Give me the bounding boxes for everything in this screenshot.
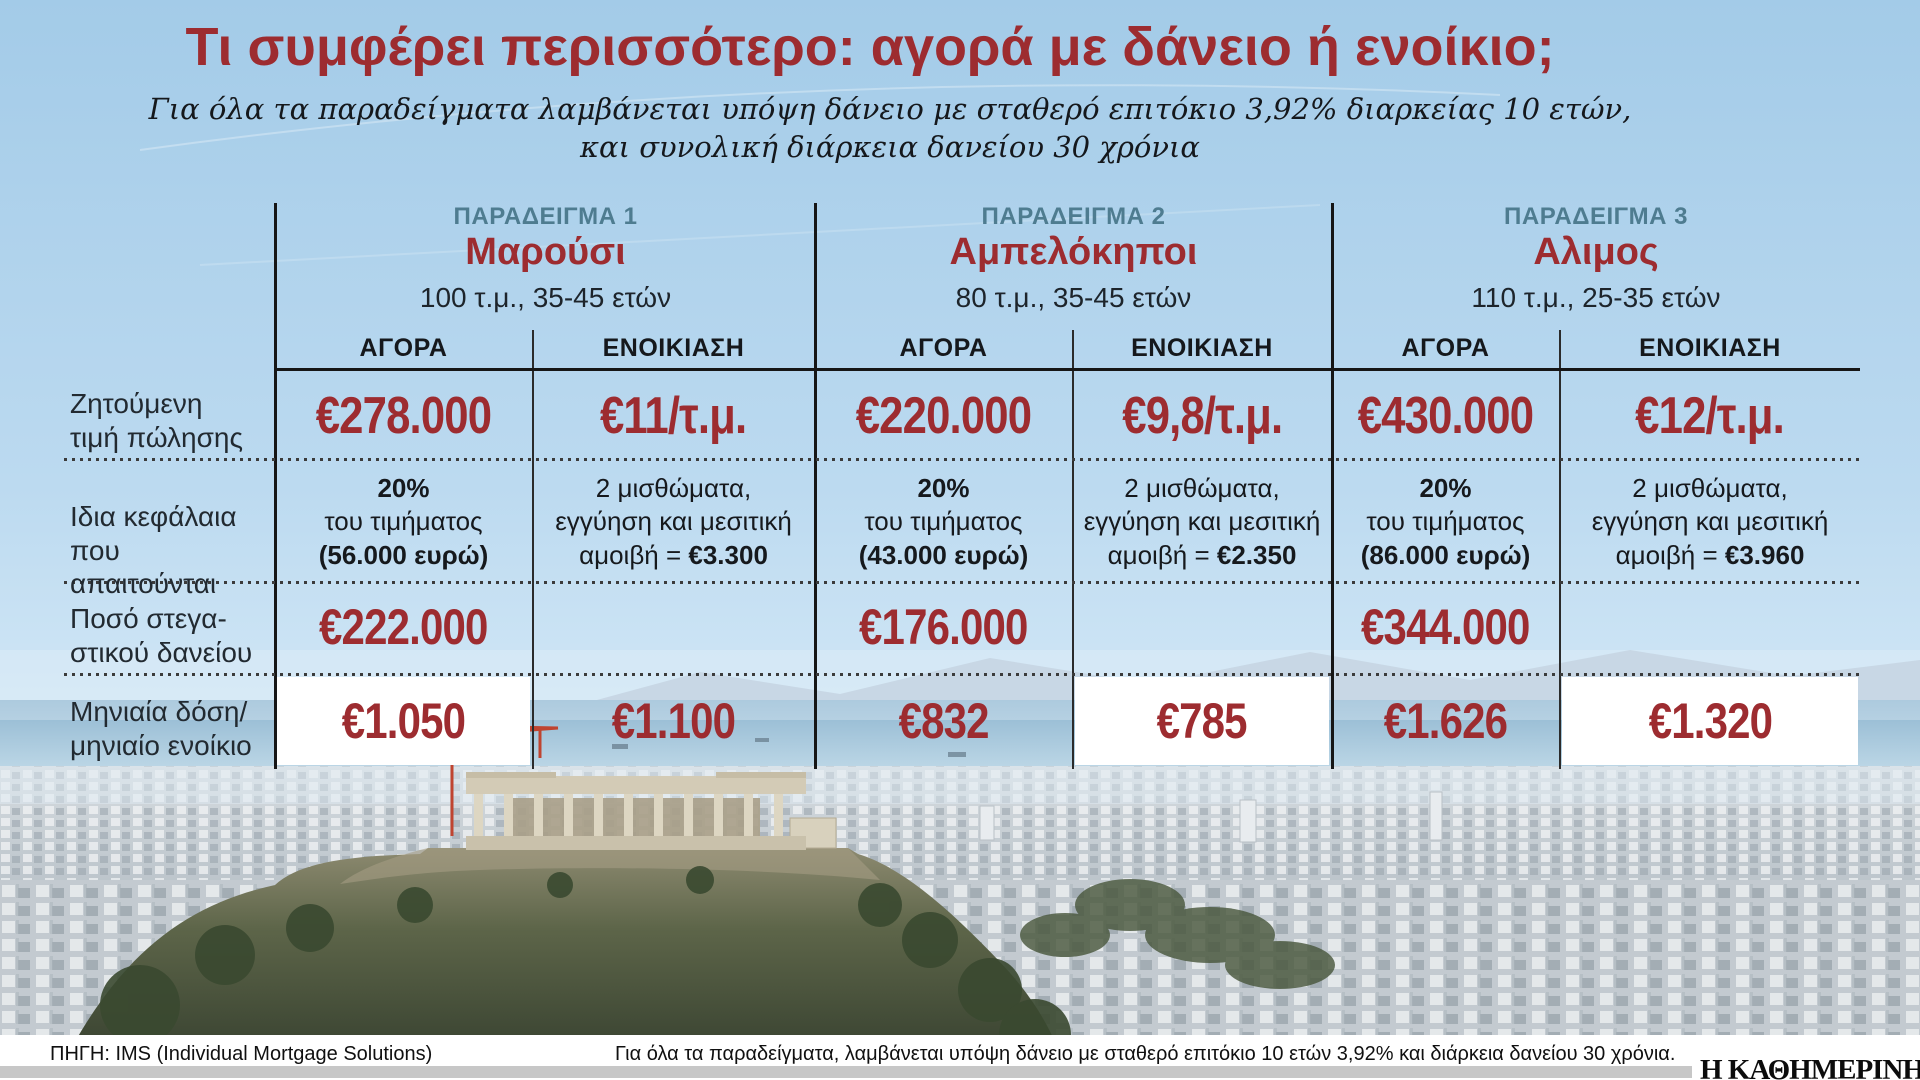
divider-buy-rent-3 (1559, 330, 1561, 769)
row-label-asking-price: Ζητούμενη τιμή πώλησης (70, 388, 243, 453)
cell-funds-buy-3: 20% του τιμήματος (86.000 ευρώ) (1360, 473, 1531, 570)
example-3-area: Αλιμος (1533, 231, 1659, 273)
cell-monthly-rent-3: €1.320 (1562, 677, 1858, 765)
brand-logo: Η ΚΑΘΗΜΕΡΙΝΗ (1700, 1054, 1920, 1080)
cell-price-rent-2: €9,8/τ.μ. (1121, 387, 1283, 445)
divider-buy-rent-1 (532, 330, 534, 769)
example-2-area: Αμπελόκηποι (949, 231, 1198, 273)
cell-funds-buy-1: 20% του τιμήματος (56.000 ευρώ) (318, 473, 489, 570)
subtitle-line-1: Για όλα τα παραδείγματα λαμβάνεται υπόψη… (148, 92, 1632, 126)
cell-price-buy-3: €430.000 (1357, 387, 1534, 445)
cell-loan-1: €222.000 (319, 599, 488, 655)
page-title: Τι συμφέρει περισσότερο: αγορά με δάνειο… (185, 17, 1555, 77)
row-divider-3 (64, 673, 1860, 676)
row-divider-1 (64, 458, 1860, 461)
cell-monthly-buy-2: €832 (898, 693, 989, 749)
example-3-specs: 110 τ.μ., 25-35 ετών (1471, 281, 1721, 313)
colhead-rent-3: ΕΝΟΙΚΙΑΣΗ (1639, 333, 1781, 362)
table-left-border (274, 203, 277, 769)
acropolis (55, 724, 1071, 1080)
example-2-tag: ΠΑΡΑΔΕΙΓΜΑ 2 (981, 203, 1166, 230)
colhead-rent-2: ΕΝΟΙΚΙΑΣΗ (1131, 333, 1273, 362)
example-3-header: ΠΑΡΑΔΕΙΓΜΑ 3 Αλιμος 110 τ.μ., 25-35 ετών (1334, 203, 1858, 314)
cell-funds-buy-2: 20% του τιμήματος (43.000 ευρώ) (858, 473, 1029, 570)
parthenon (466, 772, 837, 850)
source-text: ΠΗΓΗ: IMS (Individual Mortgage Solutions… (50, 1043, 433, 1065)
cell-loan-3: €344.000 (1361, 599, 1530, 655)
row-label-loan-amount: Ποσό στεγα- στικού δανείου (70, 603, 253, 668)
example-1-header: ΠΑΡΑΔΕΙΓΜΑ 1 Μαρούσι 100 τ.μ., 35-45 ετώ… (277, 203, 814, 314)
colhead-buy-3: ΑΓΟΡΑ (1401, 333, 1490, 362)
cell-monthly-buy-1: €1.050 (277, 677, 530, 765)
cell-monthly-buy-3: €1.626 (1383, 693, 1508, 749)
colhead-buy-2: ΑΓΟΡΑ (899, 333, 988, 362)
divider-example-2-3 (1331, 203, 1334, 769)
example-2-header: ΠΑΡΑΔΕΙΓΜΑ 2 Αμπελόκηποι 80 τ.μ., 35-45 … (817, 203, 1330, 314)
colhead-rent-1: ΕΝΟΙΚΙΑΣΗ (602, 333, 745, 362)
cell-price-rent-1: €11/τ.μ. (600, 387, 747, 445)
cell-price-buy-2: €220.000 (855, 387, 1032, 445)
example-2-specs: 80 τ.μ., 35-45 ετών (955, 281, 1192, 313)
row-label-own-funds: Ιδια κεφάλαια που απαιτούνται (70, 501, 237, 600)
example-1-area: Μαρούσι (465, 231, 626, 273)
cell-funds-rent-2: 2 μισθώματα, εγγύηση και μεσιτική αμοιβή… (1083, 473, 1321, 570)
cell-funds-rent-3: 2 μισθώματα, εγγύηση και μεσιτική αμοιβή… (1591, 473, 1829, 570)
row-divider-2 (64, 581, 1860, 584)
footer-note: Για όλα τα παραδείγματα, λαμβάνεται υπόψ… (615, 1043, 1676, 1065)
cell-monthly-rent-2: €785 (1075, 677, 1329, 765)
example-1-tag: ΠΑΡΑΔΕΙΓΜΑ 1 (453, 203, 638, 230)
cell-monthly-rent-1: €1.100 (611, 693, 736, 749)
example-3-tag: ΠΑΡΑΔΕΙΓΜΑ 3 (1504, 203, 1688, 230)
example-1-specs: 100 τ.μ., 35-45 ετών (419, 281, 672, 313)
subheader-rule (274, 368, 1860, 371)
colhead-buy-1: ΑΓΟΡΑ (359, 333, 448, 362)
divider-buy-rent-2 (1072, 330, 1074, 769)
cell-price-buy-1: €278.000 (315, 387, 492, 445)
cell-funds-rent-1: 2 μισθώματα, εγγύηση και μεσιτική αμοιβή… (555, 473, 792, 570)
row-label-monthly: Μηνιαία δόση/ μηνιαίο ενοίκιο (70, 696, 252, 761)
subtitle-line-2: και συνολική διάρκεια δανείου 30 χρόνια (580, 130, 1200, 164)
cell-loan-2: €176.000 (859, 599, 1028, 655)
footer-rule (0, 1066, 1692, 1078)
cell-price-rent-3: €12/τ.μ. (1635, 387, 1786, 445)
divider-example-1-2 (814, 203, 817, 769)
